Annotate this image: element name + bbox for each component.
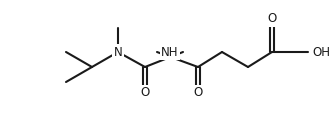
Text: O: O <box>140 86 150 99</box>
Text: O: O <box>193 86 203 99</box>
Text: N: N <box>114 46 123 58</box>
Text: NH: NH <box>161 46 179 58</box>
Text: OH: OH <box>312 46 330 58</box>
Text: O: O <box>267 13 277 26</box>
